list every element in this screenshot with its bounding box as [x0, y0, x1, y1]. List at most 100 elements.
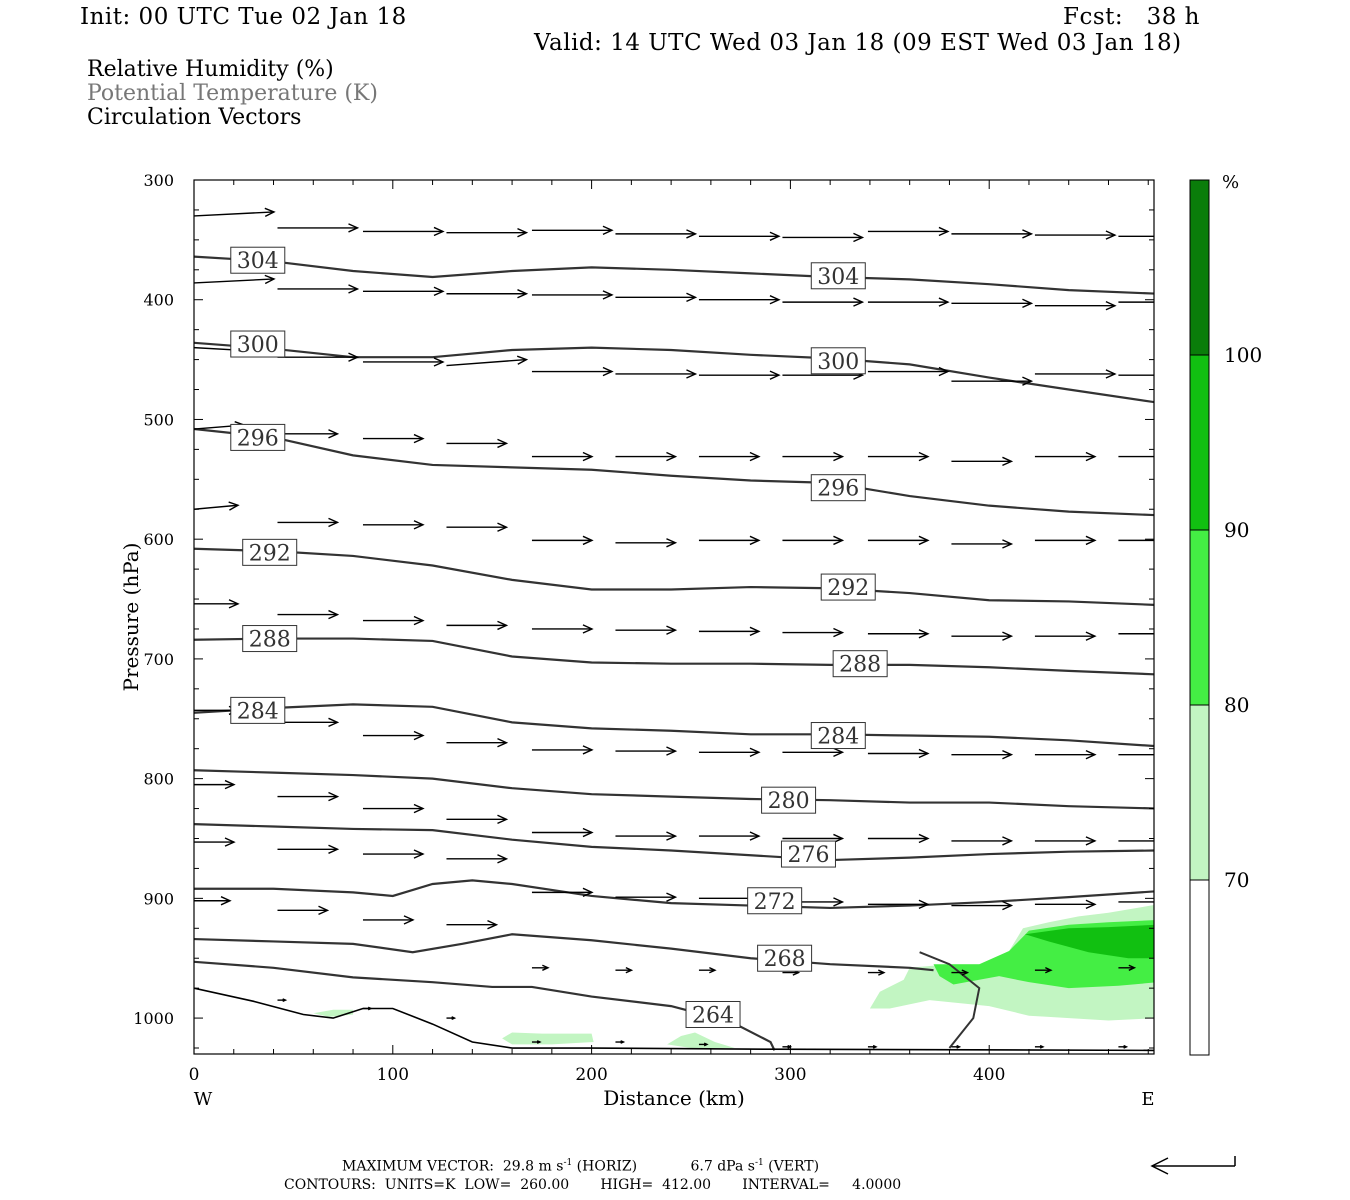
- x-tick-label: 200: [575, 1065, 607, 1085]
- colorbar-unit: %: [1222, 172, 1239, 193]
- vert-tag: (VERT): [763, 1158, 820, 1175]
- circulation-vector: [867, 366, 950, 377]
- forecast-hour: Fcst: 38 h: [1063, 4, 1200, 30]
- circulation-vector: [1118, 964, 1137, 971]
- circulation-vector: [531, 1040, 542, 1044]
- circulation-vector: [782, 833, 845, 844]
- plot-frame: [193, 179, 1155, 1055]
- circulation-vector: [277, 844, 340, 854]
- circulation-vector: [277, 791, 340, 802]
- contour-label-304: 304: [810, 262, 866, 290]
- legend-circulation-vectors: Circulation Vectors: [87, 105, 302, 130]
- circulation-vector: [446, 620, 509, 631]
- legend-relative-humidity: Relative Humidity (%): [87, 57, 334, 82]
- contour-label-288: 288: [242, 625, 298, 653]
- circulation-vector: [446, 355, 529, 367]
- contours-info: CONTOURS: UNITS=K LOW= 260.00 HIGH= 412.…: [284, 1177, 902, 1193]
- svg-text:304: 304: [817, 265, 859, 290]
- contour-label-292: 292: [820, 573, 876, 601]
- circulation-vector: [615, 625, 678, 635]
- circulation-vector: [782, 297, 865, 307]
- circulation-vector: [1118, 753, 1154, 756]
- colorbar-level-label: 80: [1224, 693, 1249, 717]
- circulation-vector: [615, 967, 634, 974]
- circulation-vector: [951, 376, 1034, 386]
- circulation-vector: [1118, 539, 1154, 542]
- circulation-vector: [531, 964, 550, 971]
- circulation-vector: [446, 738, 509, 748]
- circulation-vector: [194, 837, 236, 847]
- y-tick-label: 600: [143, 530, 174, 549]
- y-tick-label: 700: [143, 650, 174, 669]
- circulation-vector: [1118, 901, 1154, 903]
- circulation-vector: [362, 520, 425, 530]
- circulation-vector: [277, 905, 330, 916]
- circulation-vector: [531, 451, 594, 462]
- circulation-vector: [1034, 369, 1117, 379]
- circulation-vector: [615, 369, 698, 379]
- circulation-vector: [531, 827, 594, 838]
- circulation-vector: [615, 292, 698, 303]
- theta-contour-284: [194, 703, 1154, 748]
- contour-label-280: 280: [761, 786, 817, 814]
- circulation-vector: [277, 717, 340, 728]
- circulation-vector: [194, 207, 276, 218]
- max-vector-horiz: 29.8 m s: [502, 1158, 564, 1175]
- svg-text:284: 284: [237, 699, 279, 724]
- theta-contour-300: [194, 341, 1154, 404]
- vert-exponent: -1: [754, 1158, 764, 1168]
- contour-label-284: 284: [810, 722, 866, 750]
- circulation-vector: [362, 849, 425, 859]
- circulation-vector: [1034, 967, 1053, 974]
- circulation-vector: [867, 833, 930, 844]
- max-vector-vert: 6.7 dPa s: [690, 1158, 755, 1175]
- circulation-vector: [698, 747, 761, 757]
- circulation-vector: [1118, 1044, 1129, 1049]
- circulation-vector: [951, 836, 1014, 846]
- contour-label-288: 288: [832, 650, 888, 678]
- circulation-vector: [867, 899, 930, 910]
- circulation-vector: [951, 631, 1014, 641]
- circulation-vector: [867, 297, 950, 307]
- contour-label-264: 264: [685, 1000, 741, 1028]
- circulation-vector: [951, 456, 1014, 467]
- circulation-vector: [446, 920, 499, 930]
- svg-text:276: 276: [787, 843, 829, 868]
- circulation-vector: [1118, 374, 1154, 376]
- circulation-vector: [531, 745, 594, 755]
- circulation-vector: [1118, 235, 1154, 237]
- circulation-vector: [615, 451, 678, 462]
- circulation-vector: [698, 231, 781, 241]
- colorbar-segment: [1190, 355, 1209, 530]
- circulation-vector: [277, 429, 340, 439]
- theta-contour-292: [194, 547, 1154, 606]
- circulation-vector: [277, 998, 288, 1003]
- svg-text:264: 264: [692, 1003, 734, 1028]
- circulation-vector: [1118, 840, 1154, 842]
- svg-text:292: 292: [249, 541, 291, 566]
- circulation-vector: [951, 900, 1014, 911]
- circulation-vector: [446, 227, 529, 238]
- circulation-vector: [446, 1016, 457, 1020]
- circulation-vector: [277, 284, 360, 294]
- max-vector-label: MAXIMUM VECTOR:: [342, 1158, 494, 1175]
- contour-label-300: 300: [230, 330, 286, 358]
- circulation-vector: [362, 286, 445, 297]
- circulation-vector: [194, 501, 240, 511]
- svg-text:284: 284: [817, 725, 859, 750]
- circulation-vector: [446, 522, 509, 532]
- colorbar-segment: [1190, 530, 1209, 705]
- circulation-vector: [698, 831, 761, 841]
- circulation-vector: [698, 535, 761, 546]
- y-tick-label: 1000: [133, 1009, 174, 1028]
- circulation-vector: [1034, 749, 1097, 760]
- circulation-vector: [531, 624, 594, 634]
- contour-label-292: 292: [242, 538, 298, 566]
- x-axis-label: Distance (km): [603, 1086, 745, 1110]
- circulation-vector: [277, 517, 340, 528]
- horiz-exponent: -1: [563, 1158, 573, 1168]
- circulation-vector: [698, 626, 761, 637]
- circulation-vector: [867, 451, 930, 462]
- circulation-vector: [1034, 230, 1117, 240]
